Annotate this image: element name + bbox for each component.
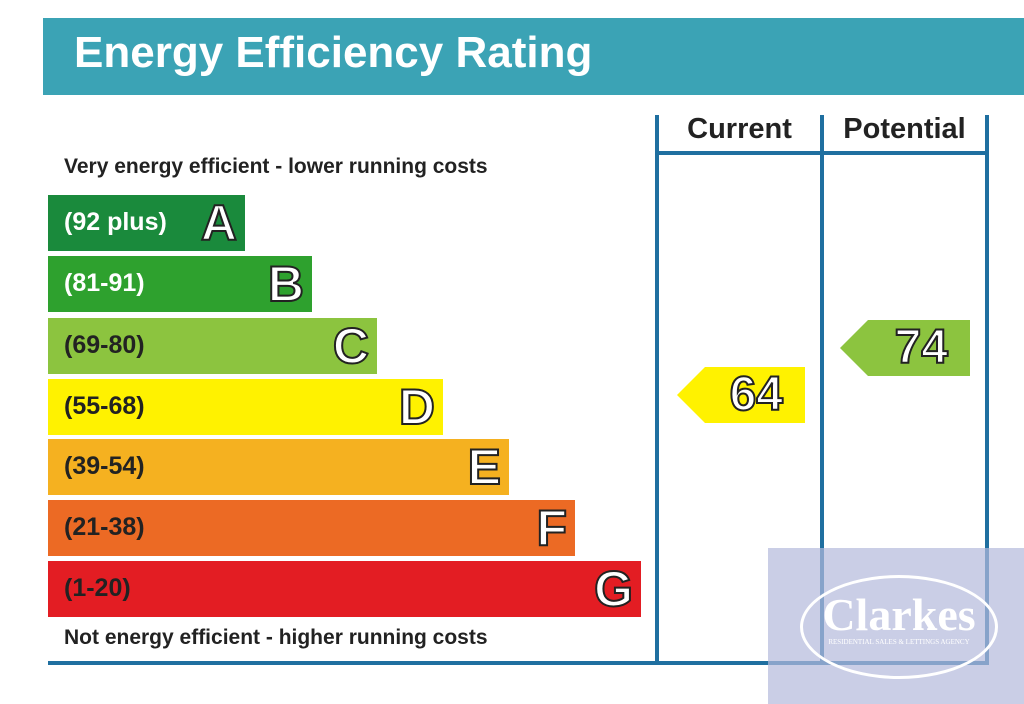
band-letter: E — [467, 438, 502, 496]
band-letter: B — [267, 255, 305, 313]
bottom-border — [48, 661, 989, 665]
band-bar-f: (21-38) F — [48, 499, 575, 557]
band-range-label: (69-80) — [64, 331, 145, 359]
current-rating-value: 64 — [729, 367, 784, 422]
band-letter: C — [332, 317, 370, 375]
current-column-header: Current — [687, 113, 792, 145]
potential-rating-value: 74 — [894, 320, 949, 375]
band-bar-b: (81-91) B — [48, 255, 312, 313]
band-letter: D — [398, 378, 436, 436]
current-rating-arrow: 64 — [677, 367, 805, 423]
column-divider — [655, 115, 659, 665]
band-letter: A — [200, 194, 238, 252]
band-bar-d: (55-68) D — [48, 378, 443, 436]
band-letter: G — [593, 560, 634, 618]
band-range-label: (1-20) — [64, 574, 131, 602]
title-bar — [43, 18, 1024, 95]
band-bar-e: (39-54) E — [48, 438, 509, 496]
band-bar-g: (1-20) G — [48, 560, 641, 618]
potential-rating-arrow: 74 — [840, 320, 970, 376]
watermark-logo-tagline: RESIDENTIAL SALES & LETTINGS AGENCY — [828, 638, 970, 646]
band-range-label: (92 plus) — [64, 208, 167, 236]
chart-title: Energy Efficiency Rating — [74, 28, 593, 77]
band-range-label: (21-38) — [64, 513, 145, 541]
watermark-logo-name: Clarkes — [822, 589, 976, 640]
watermark-oval — [800, 575, 998, 679]
top-note: Very energy efficient - lower running co… — [64, 155, 488, 178]
band-range-label: (55-68) — [64, 392, 145, 420]
band-letter: F — [535, 499, 568, 557]
band-range-label: (39-54) — [64, 452, 145, 480]
header-divider — [655, 151, 989, 155]
potential-column-header: Potential — [843, 113, 966, 145]
band-bar-a: (92 plus) A — [48, 194, 245, 252]
column-divider — [820, 115, 824, 665]
band-range-label: (81-91) — [64, 269, 145, 297]
band-bar-c: (69-80) C — [48, 317, 377, 375]
bottom-note: Not energy efficient - higher running co… — [64, 626, 488, 649]
column-divider — [985, 115, 989, 665]
